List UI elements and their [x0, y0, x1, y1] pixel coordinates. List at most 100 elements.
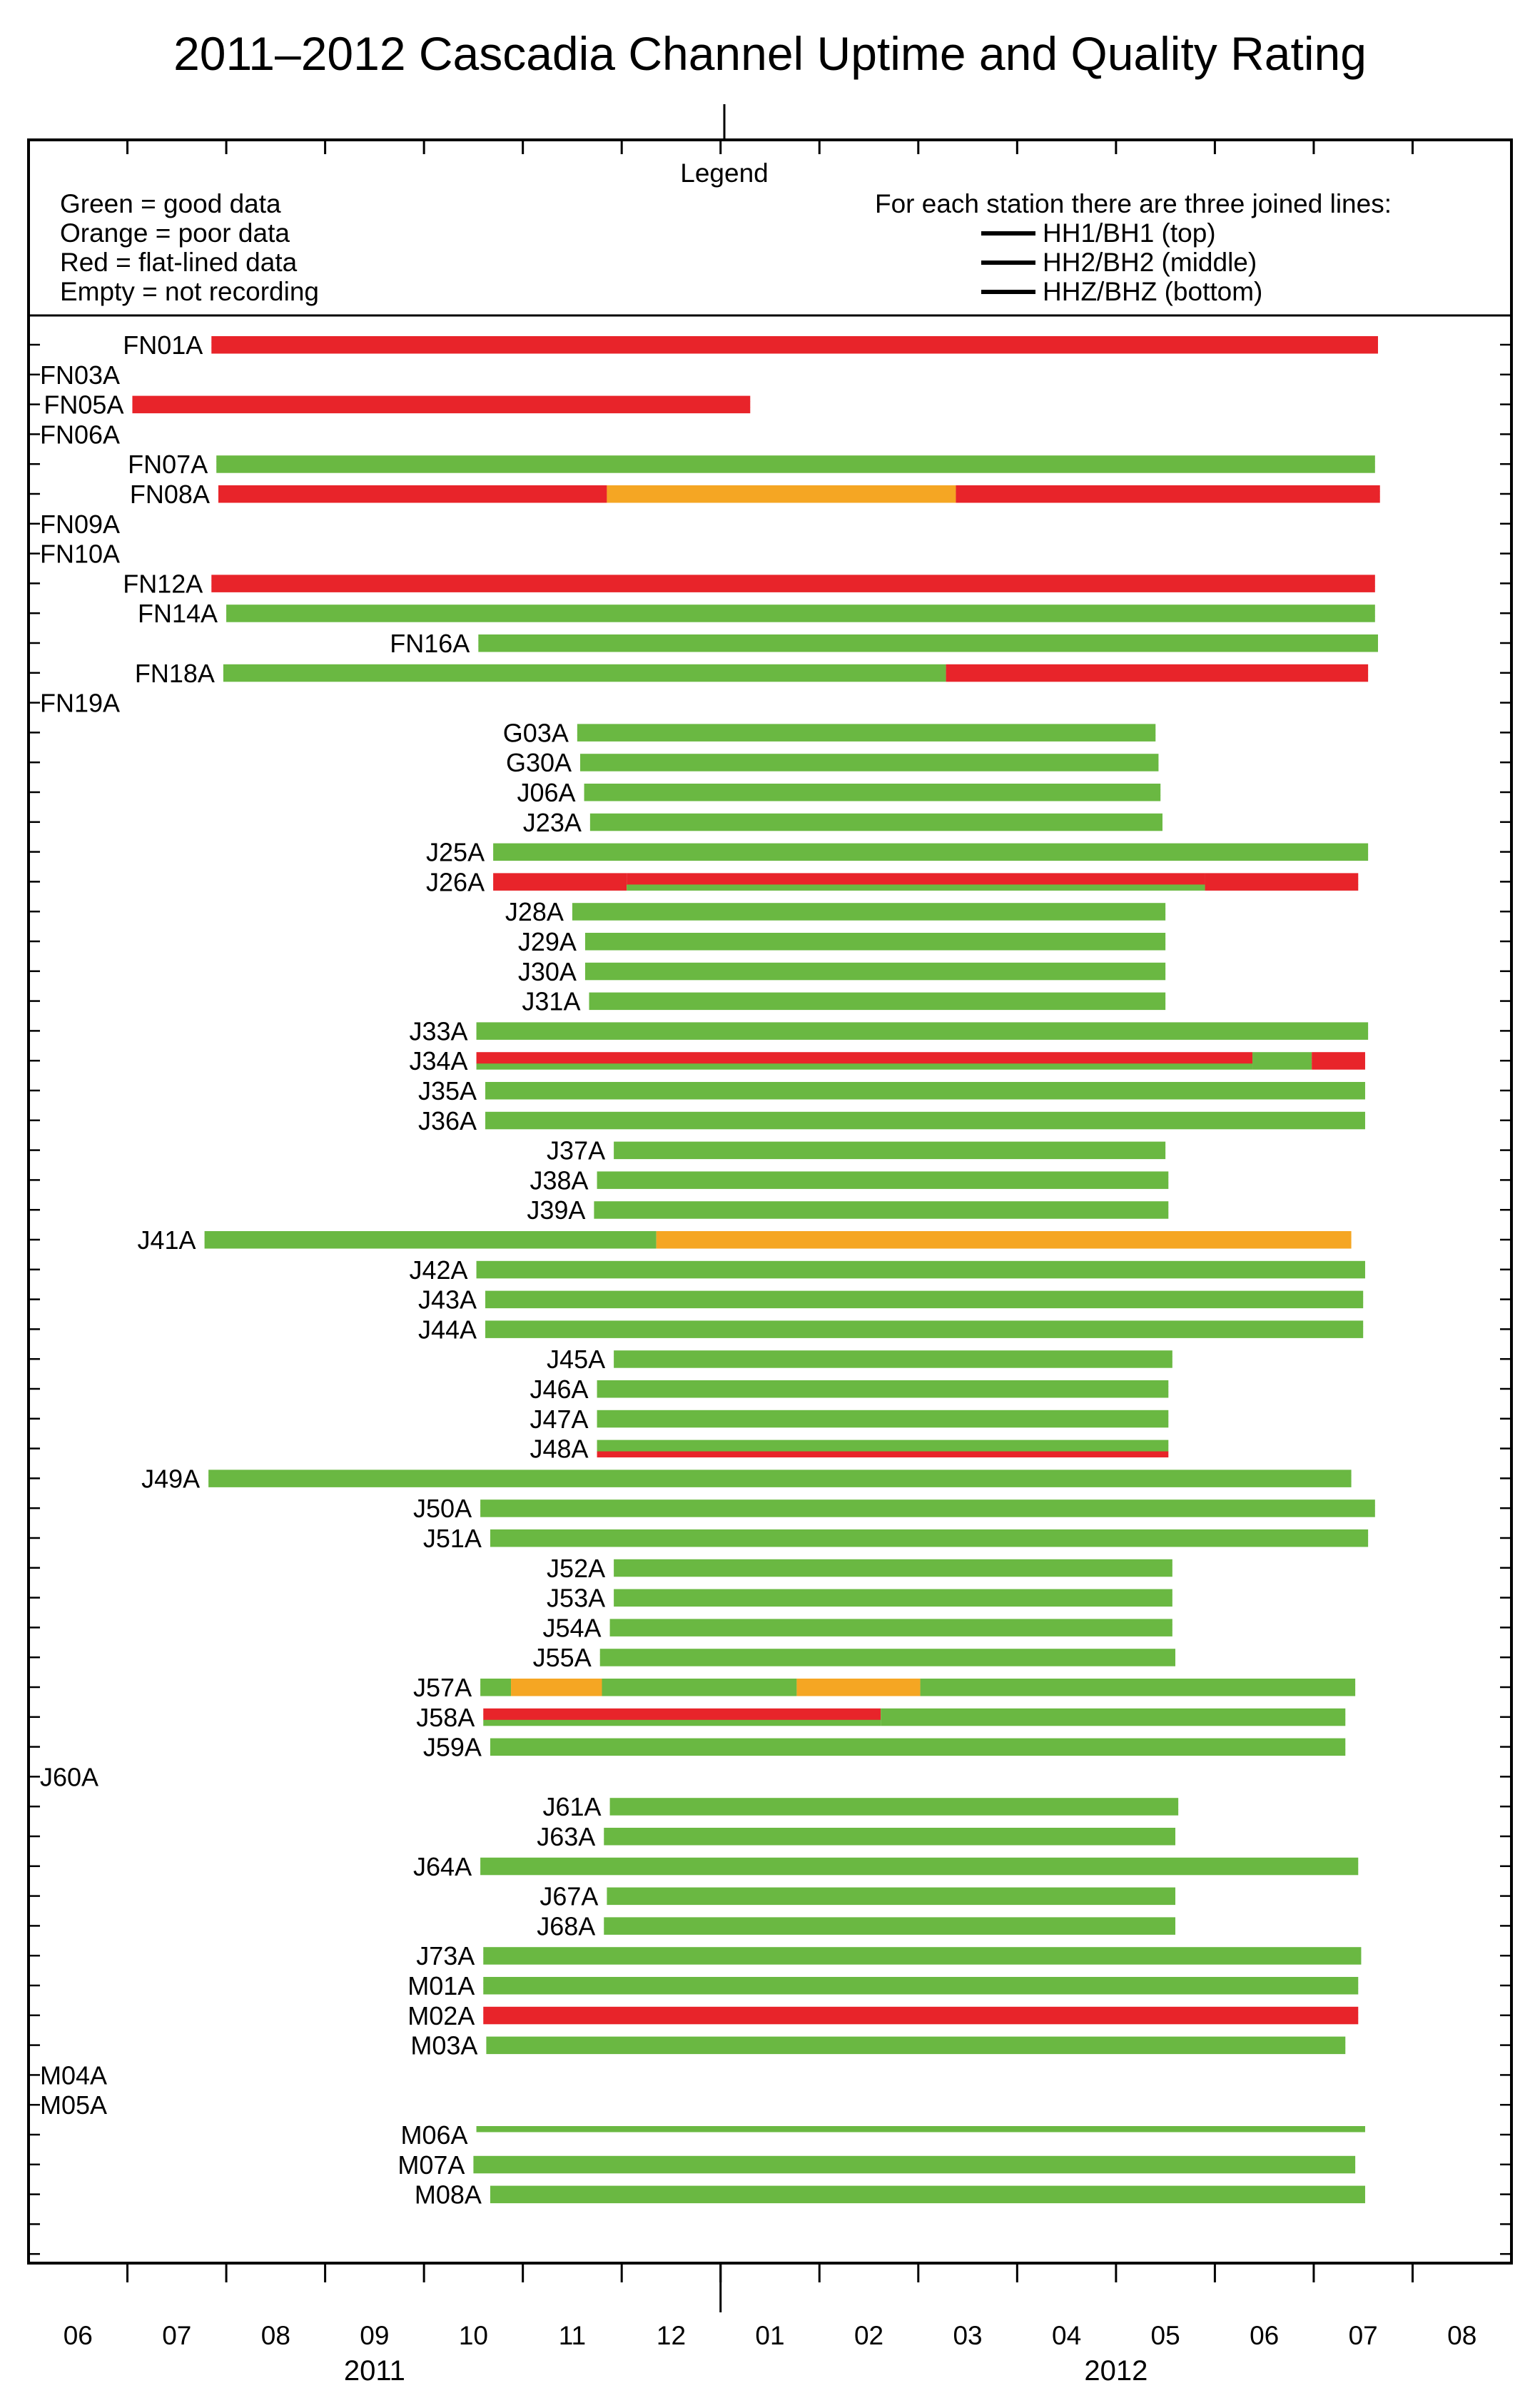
legend-color-empty: Empty = not recording [60, 277, 319, 306]
station-label: J46A [530, 1375, 589, 1404]
channel-bar [486, 2036, 1346, 2043]
channel-bar [132, 401, 751, 408]
channel-bar [584, 944, 1166, 951]
channel-bar [490, 1749, 1346, 1756]
channel-bar [483, 1947, 1362, 1953]
channel-bar [614, 1141, 1166, 1148]
station-label: J57A [413, 1673, 472, 1702]
channel-bar [584, 973, 1166, 981]
channel-bar [597, 1386, 1169, 1392]
channel-bar [223, 675, 946, 682]
channel-bar [599, 1654, 1175, 1661]
channel-bar [480, 1863, 1359, 1870]
channel-bar [607, 497, 956, 503]
channel-bar [226, 616, 1375, 622]
station-label: J61A [543, 1792, 602, 1821]
channel-bar [946, 669, 1369, 677]
channel-bar [483, 1958, 1362, 1965]
channel-bar [604, 1928, 1175, 1935]
channel-bar [480, 1857, 1359, 1864]
station-label: G03A [503, 718, 569, 747]
channel-bar [478, 646, 1378, 652]
channel-bar [490, 1529, 1369, 1536]
channel-bar [602, 1690, 797, 1696]
channel-bar [604, 1923, 1175, 1929]
channel-bar [597, 1415, 1169, 1422]
station-label: J60A [40, 1762, 98, 1791]
station-label: J67A [539, 1882, 598, 1911]
channel-bar [1205, 879, 1359, 885]
station-label: J58A [416, 1703, 475, 1732]
channel-bar [1312, 1052, 1365, 1058]
channel-bar [597, 1445, 1169, 1452]
channel-bar [493, 843, 1369, 850]
channel-bar [589, 824, 1162, 831]
station-label: J35A [418, 1076, 477, 1106]
channel-bar [1312, 1058, 1365, 1064]
channel-bar [584, 933, 1166, 939]
station-label: J26A [426, 867, 485, 896]
channel-bar [473, 2155, 1356, 2162]
channel-bar [946, 675, 1369, 682]
channel-bar [920, 1690, 1356, 1696]
channel-bar [208, 1475, 1352, 1482]
channel-bar [956, 485, 1380, 492]
channel-bar [597, 1440, 1169, 1447]
channel-bar [597, 1451, 1169, 1458]
channel-bar [920, 1679, 1356, 1685]
channel-bar [476, 1063, 1253, 1070]
channel-bar [483, 1953, 1362, 1959]
station-label: J30A [518, 957, 577, 986]
channel-bar [627, 879, 1205, 885]
channel-bar [614, 1600, 1172, 1607]
channel-bar [483, 1988, 1359, 1995]
station-label: J06A [517, 778, 575, 807]
channel-bar [589, 1003, 1166, 1011]
legend-heading: Legend [680, 158, 768, 188]
channel-bar [480, 1690, 512, 1696]
legend: Legend Green = good data Orange = poor d… [60, 158, 1392, 306]
channel-bar [480, 1684, 512, 1691]
station-label: J23A [523, 808, 582, 837]
channel-bar [226, 610, 1375, 617]
channel-bar [218, 485, 607, 492]
channel-bar [597, 1421, 1169, 1428]
station-label: J45A [547, 1345, 605, 1374]
channel-bar [604, 1828, 1175, 1834]
month-label: 06 [64, 2321, 93, 2350]
channel-bar [483, 2012, 1359, 2019]
channel-bar [480, 1868, 1359, 1876]
station-label: G30A [506, 748, 572, 777]
channel-bar [584, 962, 1166, 969]
chart-title: 2011–2012 Cascadia Channel Uptime and Qu… [173, 27, 1367, 80]
station-label: M02A [407, 2001, 475, 2030]
channel-bar [614, 1356, 1172, 1362]
month-label: 10 [459, 2321, 488, 2350]
channel-bar [490, 1738, 1346, 1745]
channel-bar [609, 1630, 1172, 1636]
legend-line-top: HH1/BH1 (top) [1043, 218, 1216, 248]
station-label: M08A [415, 2180, 482, 2210]
channel-bar [599, 1649, 1175, 1655]
channel-bar [589, 992, 1166, 999]
channel-bar [656, 1237, 1352, 1243]
station-label: J25A [426, 838, 485, 867]
channel-bar [1205, 873, 1359, 879]
channel-bar [607, 491, 956, 497]
station-label: J63A [537, 1822, 595, 1851]
channel-bar [493, 879, 627, 885]
station-label: J38A [530, 1165, 589, 1195]
channel-bar [211, 586, 1375, 592]
station-label: FN01A [123, 330, 203, 360]
channel-bar [132, 407, 751, 414]
channel-bar [223, 669, 946, 677]
channel-bar [490, 2197, 1365, 2204]
channel-bar [480, 1511, 1375, 1517]
channel-bar [476, 1260, 1365, 1268]
channel-bar [946, 664, 1369, 671]
channel-bar [483, 2006, 1359, 2013]
channel-bar [485, 1296, 1364, 1303]
channel-bar [1312, 1063, 1365, 1070]
channel-bar [1205, 884, 1359, 891]
channel-bar [493, 854, 1369, 861]
